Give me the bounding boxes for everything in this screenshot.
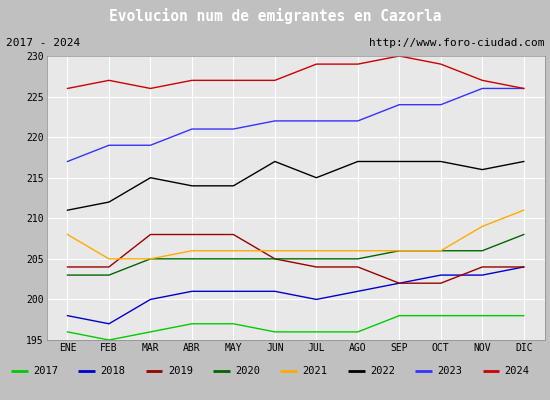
Text: http://www.foro-ciudad.com: http://www.foro-ciudad.com: [369, 38, 544, 48]
Text: 2017: 2017: [33, 366, 58, 376]
Text: 2021: 2021: [302, 366, 328, 376]
Text: 2019: 2019: [168, 366, 193, 376]
Text: 2020: 2020: [235, 366, 260, 376]
Text: 2017 - 2024: 2017 - 2024: [6, 38, 80, 48]
Text: 2023: 2023: [437, 366, 463, 376]
Text: 2022: 2022: [370, 366, 395, 376]
Text: 2018: 2018: [101, 366, 125, 376]
Text: 2024: 2024: [505, 366, 530, 376]
Text: Evolucion num de emigrantes en Cazorla: Evolucion num de emigrantes en Cazorla: [109, 8, 441, 24]
